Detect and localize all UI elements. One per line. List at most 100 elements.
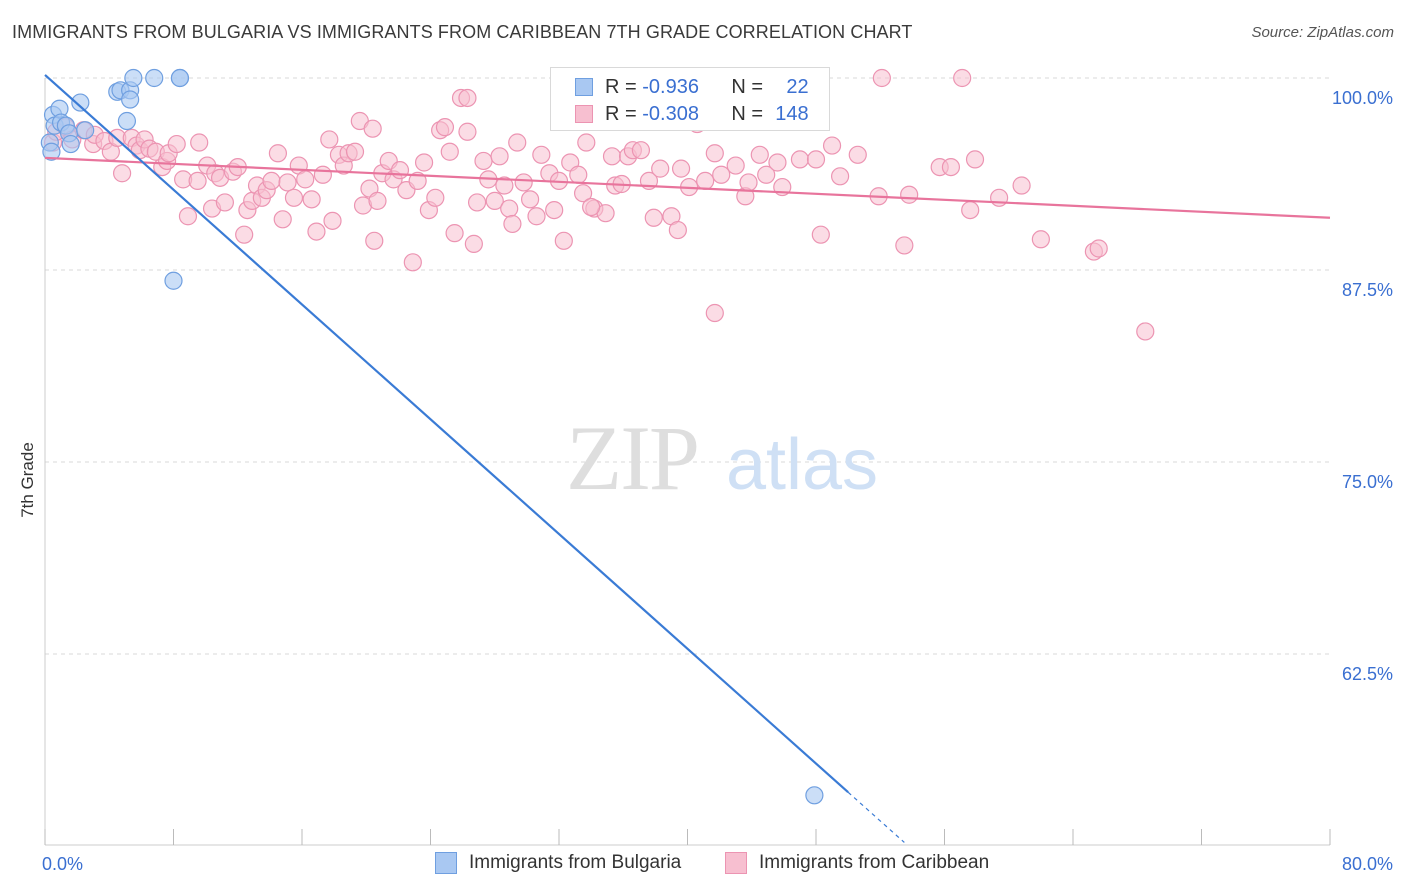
legend-row-bulgaria: R = -0.936 N = 22 [575, 74, 809, 100]
watermark-atlas: atlas [726, 425, 878, 505]
caribbean-point [363, 119, 382, 138]
y-tick-label: 75.0% [1342, 472, 1393, 492]
caribbean-point [961, 200, 980, 220]
caribbean-point [435, 118, 455, 137]
trend-lines [44, 74, 1331, 843]
caribbean-point [545, 200, 564, 220]
caribbean-point [167, 134, 186, 154]
caribbean-point [965, 150, 985, 169]
caribbean-point [1136, 322, 1155, 341]
caribbean-point [631, 141, 651, 160]
y-tick-label: 87.5% [1342, 280, 1393, 300]
caribbean-point [188, 171, 207, 191]
legend-n-label: N = [731, 102, 764, 125]
bulgaria-point [164, 271, 183, 290]
caribbean-point [268, 144, 288, 163]
caribbean-point [408, 171, 427, 191]
caribbean-point [577, 133, 596, 152]
caribbean-point [895, 236, 914, 255]
chart-title: IMMIGRANTS FROM BULGARIA VS IMMIGRANTS F… [12, 22, 913, 42]
x-tick-label: 0.0% [42, 854, 83, 874]
bulgaria-point [117, 111, 137, 131]
legend-n-value: 148 [775, 102, 809, 125]
caribbean-point [830, 167, 850, 186]
watermark-zip: ZIP [566, 407, 698, 509]
watermark: ZIP atlas [566, 407, 878, 509]
caribbean-point [458, 88, 477, 108]
caribbean-point [514, 173, 533, 192]
caribbean-point [490, 147, 509, 166]
legend-r-value: -0.936 [642, 75, 699, 98]
caribbean-point [485, 191, 504, 210]
caribbean-point [569, 165, 588, 184]
caribbean-point [495, 176, 514, 195]
caribbean-point [500, 199, 519, 218]
bottom-legend-swatch-caribbean [725, 852, 747, 874]
caribbean-point [1089, 239, 1108, 258]
bottom-legend-label-caribbean: Immigrants from Caribbean [759, 852, 990, 873]
caribbean-trend-line [44, 156, 1331, 219]
caribbean-point [503, 214, 522, 234]
legend-r-label: R = [605, 102, 637, 125]
bottom-legend-caribbean: Immigrants from Caribbean [725, 852, 989, 874]
bottom-legend-label-bulgaria: Immigrants from Bulgaria [469, 852, 682, 873]
legend-swatch-caribbean [575, 105, 593, 123]
caribbean-point [757, 165, 776, 184]
legend-r-label: R = [605, 75, 637, 98]
caribbean-point [532, 145, 551, 164]
legend-n-value: 22 [786, 75, 809, 98]
bulgaria-point [170, 68, 190, 88]
caribbean-point [651, 159, 670, 178]
caribbean-point [112, 164, 132, 183]
legend-swatch-bulgaria [575, 78, 593, 96]
caribbean-point [790, 150, 810, 169]
caribbean-point [750, 145, 769, 164]
legend-r-value: -0.308 [642, 102, 699, 125]
caribbean-point [390, 161, 410, 180]
caribbean-point [262, 171, 281, 191]
caribbean-point [284, 188, 304, 207]
caribbean-point [414, 153, 434, 172]
caribbean-point [178, 207, 198, 226]
y-axis-label: 7th Grade [18, 442, 37, 518]
caribbean-point [573, 184, 593, 203]
caribbean-point [527, 207, 546, 226]
caribbean-point [822, 136, 842, 155]
caribbean-point [900, 185, 919, 204]
caribbean-point [345, 142, 365, 161]
caribbean-point [872, 68, 891, 88]
x-tick-label: 80.0% [1342, 854, 1393, 874]
y-tick-label: 62.5% [1342, 664, 1393, 684]
caribbean-point [554, 231, 573, 250]
bulgaria-trend-line [44, 74, 849, 794]
caribbean-point [273, 210, 292, 229]
bulgaria-point [61, 134, 80, 154]
correlation-legend: R = -0.936 N = 22 R = -0.308 N = 148 [550, 67, 830, 131]
caribbean-point [696, 171, 715, 191]
caribbean-point [520, 190, 540, 209]
caribbean-point [811, 225, 830, 244]
bulgaria-point [71, 93, 90, 112]
caribbean-point [440, 142, 459, 161]
axes [44, 78, 1331, 846]
bulgaria-point [76, 121, 95, 140]
caribbean-point [296, 170, 315, 189]
caribbean-point [307, 222, 326, 241]
caribbean-point [705, 303, 724, 323]
caribbean-point [953, 68, 972, 88]
caribbean-point [712, 165, 731, 184]
caribbean-point [313, 165, 332, 184]
caribbean-point [726, 156, 745, 175]
caribbean-point [705, 144, 724, 163]
caribbean-point [941, 157, 961, 177]
bulgaria-series [40, 68, 824, 805]
caribbean-point [445, 224, 464, 243]
caribbean-point [990, 188, 1009, 207]
caribbean-point [190, 133, 209, 152]
caribbean-point [768, 153, 787, 172]
legend-n-label: N = [731, 75, 764, 98]
caribbean-point [467, 193, 487, 212]
caribbean-point [1031, 230, 1050, 249]
caribbean-point [602, 147, 622, 166]
